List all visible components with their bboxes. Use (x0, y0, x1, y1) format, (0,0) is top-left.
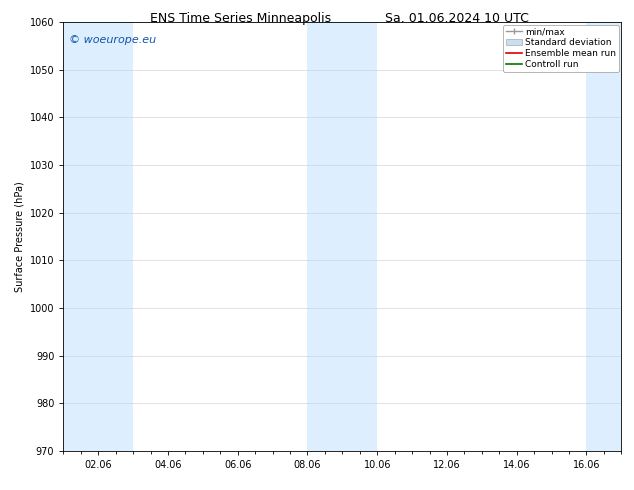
Text: © woeurope.eu: © woeurope.eu (69, 35, 156, 45)
Bar (307, 22, 377, 451)
Y-axis label: Surface Pressure (hPa): Surface Pressure (hPa) (14, 181, 24, 292)
Legend: min/max, Standard deviation, Ensemble mean run, Controll run: min/max, Standard deviation, Ensemble me… (503, 25, 619, 72)
Bar (586, 22, 621, 451)
Text: ENS Time Series Minneapolis: ENS Time Series Minneapolis (150, 12, 332, 25)
Bar (63, 22, 133, 451)
Text: Sa. 01.06.2024 10 UTC: Sa. 01.06.2024 10 UTC (385, 12, 528, 25)
